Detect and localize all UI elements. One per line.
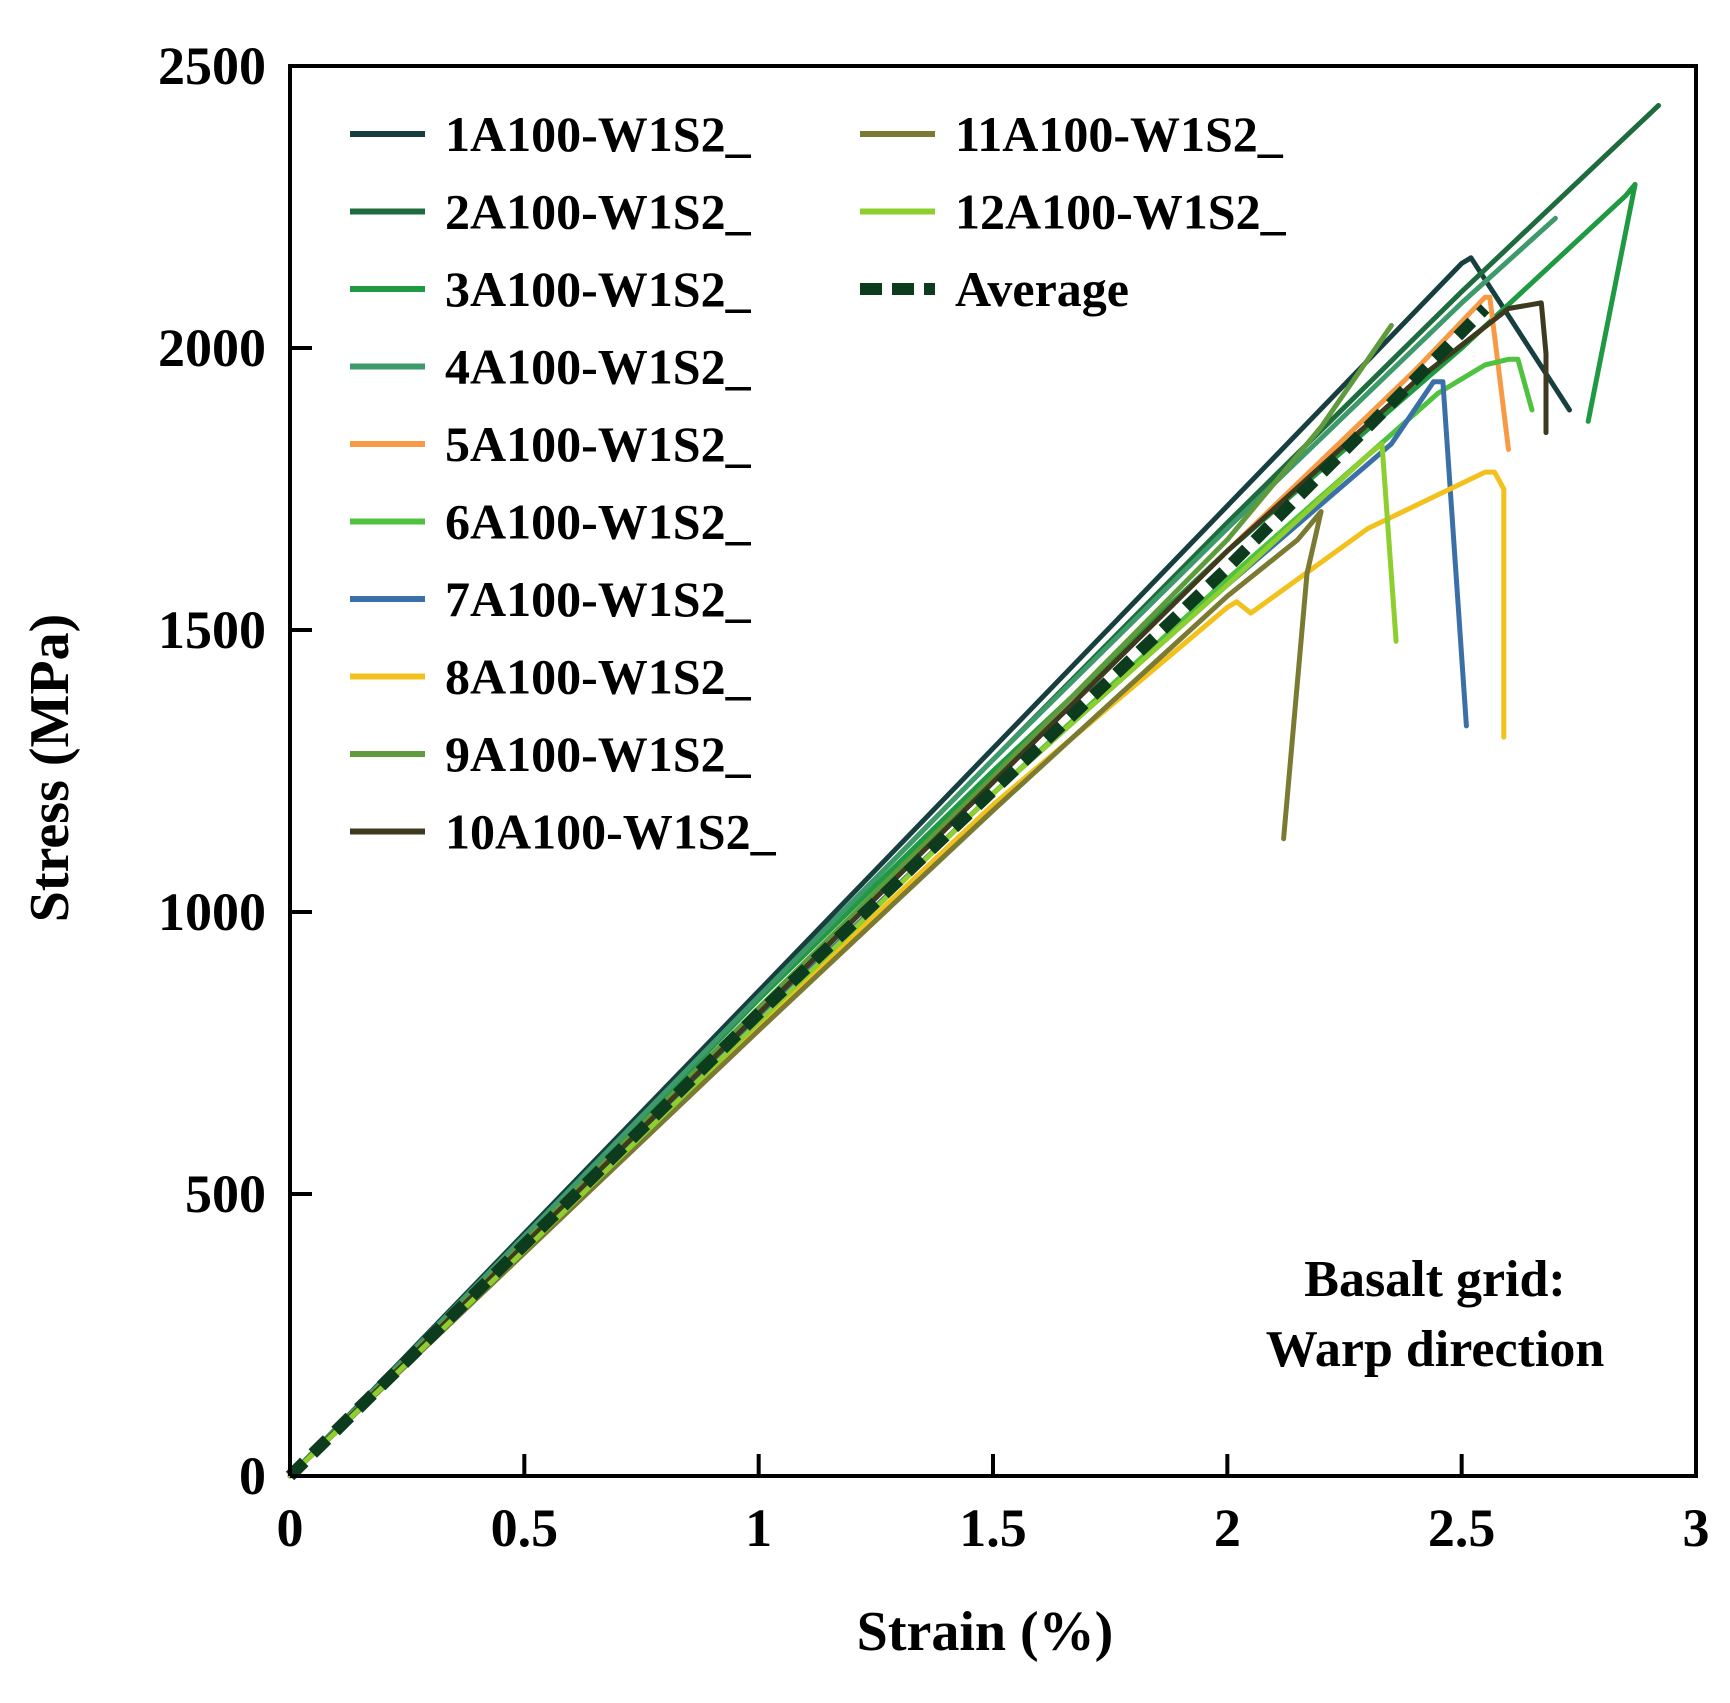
y-tick-label: 1500	[158, 600, 266, 660]
legend: 1A100-W1S2_ 2A100-W1S2_ 3A100-W1S2_ 4A100-W…	[350, 106, 1287, 860]
series-line-11	[287, 509, 1324, 1479]
y-tick-label: 1000	[158, 882, 266, 942]
x-tick-label: 0.5	[491, 1498, 559, 1558]
legend-label-5: 5A100-W1S2_	[445, 416, 752, 472]
series-line-12	[287, 441, 1399, 1479]
y-tick-label: 0	[239, 1446, 266, 1506]
series-lines	[285, 103, 1661, 1481]
annotation-line-2: Warp direction	[1266, 1321, 1605, 1378]
y-tick-label: 2500	[158, 36, 266, 96]
series-line-4	[287, 215, 1558, 1479]
y-tick-label: 2000	[158, 318, 266, 378]
legend-label-7: 7A100-W1S2_	[445, 571, 752, 627]
legend-label-2: 2A100-W1S2_	[445, 184, 752, 240]
legend-label-3: 3A100-W1S2_	[445, 261, 752, 317]
x-tick-label: 0	[277, 1498, 304, 1558]
legend-label-13: Average	[955, 261, 1129, 317]
legend-label-1: 1A100-W1S2_	[445, 106, 752, 162]
legend-label-12: 12A100-W1S2_	[955, 184, 1287, 240]
x-tick-label: 3	[1683, 1498, 1710, 1558]
x-tick-label: 2	[1214, 1498, 1241, 1558]
legend-label-11: 11A100-W1S2_	[955, 106, 1284, 162]
axes: 0 0.5 1 1.5 2 2.5 3 0 500 1000 1500 2000 2500	[158, 36, 1710, 1558]
y-tick-label: 500	[185, 1164, 266, 1224]
y-axis-title: Stress (MPa)	[19, 614, 81, 922]
legend-label-4: 4A100-W1S2_	[445, 339, 752, 395]
x-tick-label: 2.5	[1428, 1498, 1496, 1558]
x-tick-label: 1.5	[959, 1498, 1027, 1558]
legend-label-8: 8A100-W1S2_	[445, 649, 752, 705]
legend-label-6: 6A100-W1S2_	[445, 494, 752, 550]
annotation-line-1: Basalt grid:	[1304, 1251, 1565, 1308]
legend-label-10: 10A100-W1S2_	[445, 804, 777, 860]
x-axis-title: Strain (%)	[857, 1601, 1114, 1663]
series-line-13	[285, 304, 1490, 1481]
legend-label-9: 9A100-W1S2_	[445, 726, 752, 782]
x-tick-label: 1	[745, 1498, 772, 1558]
